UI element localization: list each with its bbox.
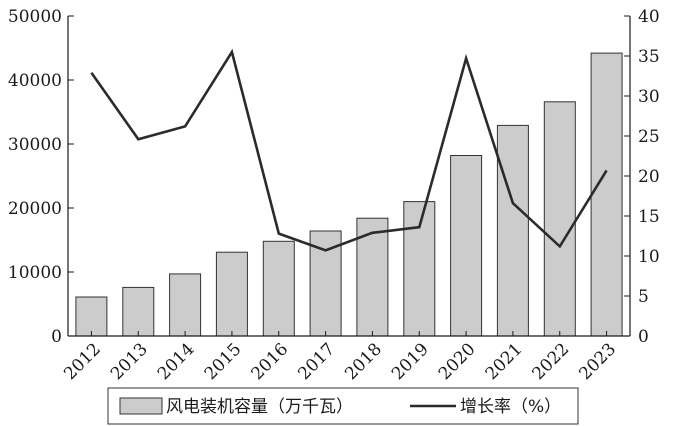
x-tick-label-2018: 2018 (341, 339, 386, 384)
x-tick-label-2014: 2014 (154, 339, 199, 384)
growth-rate-line (90, 48, 608, 252)
bar-2012 (75, 296, 108, 337)
line-series (90, 48, 608, 252)
x-tick-label-2013: 2013 (107, 339, 152, 384)
bar-2022 (543, 101, 576, 337)
right-tick-label: 35 (638, 47, 660, 67)
x-tick-label-2021: 2021 (482, 339, 527, 384)
x-tick-label-2023: 2023 (575, 339, 620, 384)
right-tick-label: 5 (638, 287, 649, 307)
x-tick-label-2017: 2017 (294, 339, 339, 384)
bar-2020 (450, 155, 483, 337)
x-tick-label-2022: 2022 (529, 339, 574, 384)
left-tick-label: 30000 (8, 135, 62, 155)
left-tick-label: 20000 (8, 199, 62, 219)
x-tick-label-2020: 2020 (435, 339, 480, 384)
right-tick-label: 10 (638, 247, 660, 267)
right-tick-label: 30 (638, 87, 660, 107)
x-tick-label-2015: 2015 (201, 339, 246, 384)
legend-line-label: 增长率（%） (460, 397, 561, 417)
bar-2021 (496, 124, 529, 337)
bar-2017 (309, 230, 342, 337)
x-tick-label-2016: 2016 (248, 339, 293, 384)
bar-2013 (122, 286, 155, 337)
legend-box (107, 387, 579, 425)
x-tick-labels: 2012 2013 2014 2015 2016 2017 2018 2019 2020 2021… (60, 339, 620, 384)
legend-bar-label: 风电装机容量（万千瓦） (166, 397, 353, 417)
bar-2016 (262, 240, 295, 337)
right-tick-label: 25 (638, 127, 660, 147)
right-tick-label: 0 (638, 327, 649, 347)
x-tick-label-2019: 2019 (388, 339, 433, 384)
bar-2015 (215, 251, 248, 337)
right-tick-label: 40 (638, 7, 660, 27)
left-tick-label: 0 (51, 327, 62, 347)
bar-2019 (403, 201, 436, 337)
legend: 风电装机容量（万千瓦） 增长率（%） (107, 387, 579, 425)
left-tick-label: 50000 (8, 7, 62, 27)
left-tick-label: 40000 (8, 71, 62, 91)
x-tick-label-2012: 2012 (60, 339, 105, 384)
right-tick-label: 15 (638, 207, 660, 227)
bar-series (75, 52, 623, 337)
legend-bar-swatch (119, 397, 163, 415)
left-tick-label: 10000 (8, 263, 62, 283)
bar-2023 (590, 52, 623, 337)
right-tick-label: 20 (638, 167, 660, 187)
axes: 0 10000 20000 30000 40000 50000 0 5 10 15 20 25 30 35… (8, 7, 660, 347)
bar-2014 (169, 273, 202, 337)
